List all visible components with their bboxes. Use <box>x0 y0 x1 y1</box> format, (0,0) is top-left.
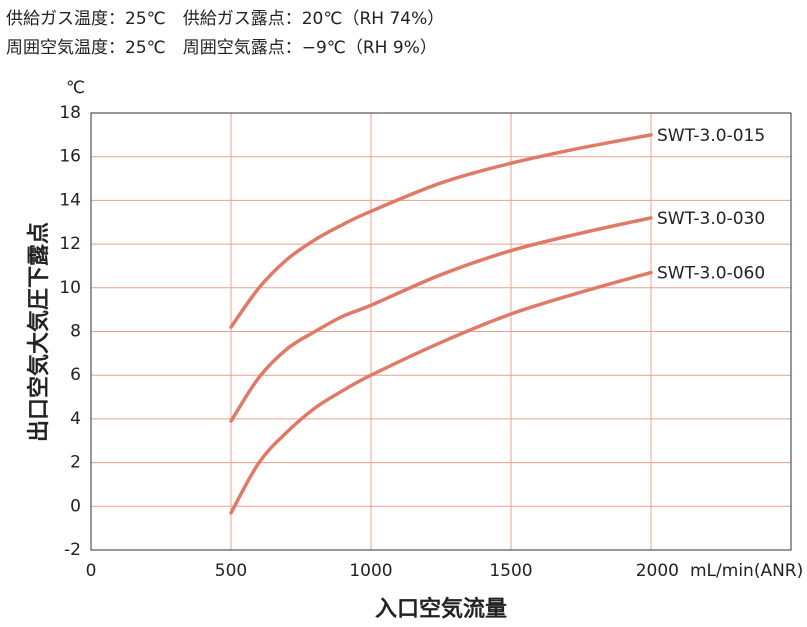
x-tick-label: 1500 <box>489 561 532 581</box>
y-tick-label: 14 <box>59 190 81 210</box>
x-tick-label: 0 <box>86 561 97 581</box>
series-line <box>229 133 653 329</box>
series-line <box>229 270 653 515</box>
x-tick-label: 500 <box>215 561 247 581</box>
label-bg <box>655 205 783 230</box>
series-label: SWT-3.0-060 <box>657 264 765 284</box>
y-tick-label: 18 <box>59 103 81 123</box>
series-label: SWT-3.0-030 <box>657 209 765 229</box>
y-tick-label: 0 <box>70 496 81 516</box>
x-axis-label: 入口空気流量 <box>375 596 507 622</box>
y-tick-label: 16 <box>59 147 81 167</box>
y-tick-label: 2 <box>70 453 81 473</box>
y-axis-label: 出口空気大気圧下露点 <box>26 222 52 442</box>
x-tick-label: 1000 <box>349 561 392 581</box>
x-tick-label: 2000 <box>636 561 679 581</box>
y-tick-label: 4 <box>70 409 81 429</box>
y-tick-label: 10 <box>59 278 81 298</box>
y-tick-label: 12 <box>59 234 81 254</box>
header-line: 周囲空気温度：25℃ 周囲空気露点：−9℃（RH 9%） <box>6 38 437 58</box>
plot-frame <box>90 112 792 551</box>
series-label: SWT-3.0-015 <box>657 126 765 146</box>
series-line <box>229 216 653 423</box>
label-bg <box>655 122 783 147</box>
y-tick-label: 8 <box>70 322 81 342</box>
label-bg <box>655 260 783 285</box>
header-line: 供給ガス温度：25℃ 供給ガス露点：20℃（RH 74%） <box>6 9 444 29</box>
x-unit: mL/min(ANR) <box>690 561 803 581</box>
y-tick-label: 6 <box>70 365 81 385</box>
y-tick-label: -2 <box>64 540 81 560</box>
y-unit: ℃ <box>66 78 85 98</box>
